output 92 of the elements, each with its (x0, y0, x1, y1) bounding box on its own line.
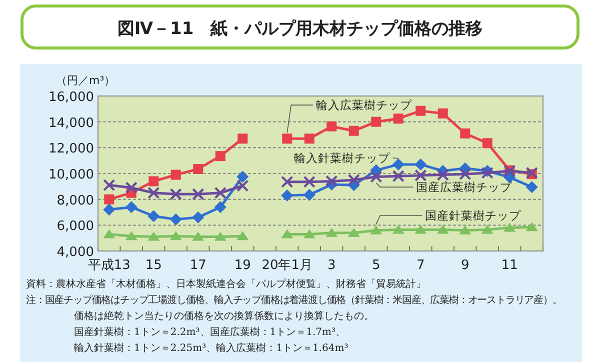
point (482, 138, 492, 148)
point (148, 210, 160, 222)
point (416, 106, 426, 116)
x-tick-label: 平成13 (88, 258, 130, 273)
x-tick-label: 15 (145, 258, 162, 273)
x-tick-label: 9 (460, 258, 470, 273)
x-tick-label: 20年1月 (262, 258, 313, 273)
point (303, 176, 316, 188)
series-label: 輸入針葉樹チップ (294, 151, 391, 165)
text: 国産針葉樹：1トン＝2.2m³、国産広葉樹：1トン＝1.7m³、 (74, 326, 346, 338)
point (459, 168, 472, 180)
point (214, 201, 226, 214)
point (125, 231, 138, 240)
series-label: 国産広葉樹チップ (416, 180, 514, 194)
point (281, 189, 294, 202)
point (460, 128, 470, 138)
x-tick-label: 17 (190, 258, 206, 273)
y-tick-label: 12,000 (48, 142, 94, 157)
point (170, 213, 182, 226)
point (214, 232, 226, 241)
y-tick-label: 10,000 (48, 168, 94, 182)
series-label: 国産針葉樹チップ (425, 208, 522, 222)
text: 資料：農林水産省「木材価格」、日本製紙連合会「パルプ材便覧」、財務省「貿易統計」 (26, 278, 426, 290)
point (348, 126, 359, 136)
point (125, 201, 138, 214)
point (192, 188, 204, 200)
point (414, 169, 427, 182)
y-tick-label: 8,000 (56, 193, 94, 208)
series-label: 輸入広葉樹チップ (316, 98, 414, 112)
point (436, 168, 449, 181)
point (148, 186, 160, 199)
point (459, 225, 472, 234)
text: 注：国産チップ価格はチップ工場渡し価格、輸入チップ価格は着港渡し価格（針葉樹：米国産、広葉樹：オーストラリア産）。 (26, 294, 562, 306)
point (304, 134, 314, 144)
y-tick-label: 16,000 (48, 90, 94, 105)
point (281, 229, 294, 238)
point (348, 228, 360, 237)
point (281, 176, 294, 188)
point (326, 228, 338, 237)
point (238, 134, 248, 144)
x-tick-label: 3 (327, 258, 336, 273)
point (215, 151, 226, 162)
point (526, 166, 538, 179)
point (526, 222, 538, 232)
point (214, 186, 226, 199)
point (392, 158, 404, 170)
text: 輸入針葉樹：1トン＝2.25m³、輸入広葉樹：1トン＝1.64m³ (74, 342, 348, 354)
text: 価格は絶乾トン当たりの価格を次の換算係数により換算したもの。 (74, 310, 374, 322)
point (103, 179, 116, 192)
point (504, 222, 516, 232)
point (170, 188, 182, 200)
x-tick-label: 7 (416, 258, 425, 273)
point (436, 224, 449, 234)
point (392, 224, 404, 234)
point (103, 229, 116, 238)
point (481, 224, 494, 234)
point (414, 224, 427, 234)
point (370, 225, 382, 234)
point (370, 170, 382, 183)
point (236, 231, 249, 240)
point (282, 134, 292, 144)
point (303, 229, 316, 238)
point (170, 231, 182, 240)
point (438, 108, 448, 118)
point (104, 194, 114, 204)
point (393, 114, 404, 124)
point (348, 174, 360, 186)
point (192, 211, 204, 224)
point (103, 204, 116, 216)
point (193, 164, 204, 174)
point (526, 181, 538, 194)
point (170, 170, 181, 180)
point (236, 180, 249, 192)
x-tick-label: 11 (501, 258, 518, 273)
point (125, 182, 138, 194)
point (414, 158, 427, 170)
point (326, 121, 337, 132)
chart-title: 図Ⅳ－11 紙・パルプ用木材チップ価格の推移 (117, 19, 483, 39)
point (148, 176, 159, 186)
y-tick-label: 4,000 (56, 245, 94, 260)
x-tick-label: 19 (234, 258, 251, 273)
point (303, 188, 316, 201)
point (192, 232, 204, 241)
y-axis-title: （円／m³） (56, 74, 116, 87)
point (148, 232, 160, 241)
y-tick-label: 6,000 (56, 219, 94, 234)
point (392, 170, 404, 182)
point (326, 175, 338, 188)
x-tick-label: 5 (372, 258, 380, 273)
y-tick-label: 14,000 (48, 116, 94, 131)
point (236, 170, 249, 183)
point (371, 116, 382, 127)
